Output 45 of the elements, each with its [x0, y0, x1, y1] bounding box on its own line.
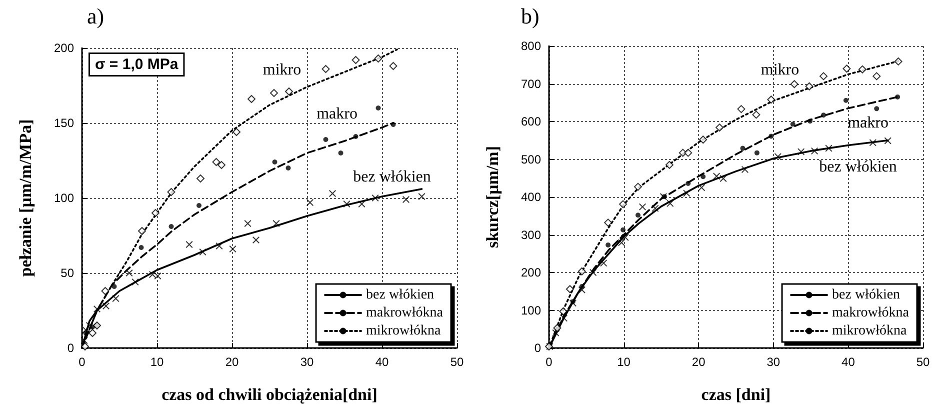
y-tick-label: 200 — [54, 41, 74, 55]
x-tick-label: 20 — [692, 355, 706, 369]
annotation: mikro — [262, 62, 302, 78]
y-tick-label: 400 — [520, 190, 542, 204]
annotation: bez włókien — [819, 158, 897, 176]
y-tick-label: 200 — [520, 266, 542, 280]
annotation: bez włókien — [353, 168, 431, 186]
x-tick-label: 0 — [78, 355, 86, 369]
x-tick-label: 40 — [842, 355, 856, 369]
legend-label: bez włókien — [366, 288, 434, 302]
y-tick-label: 0 — [534, 341, 542, 355]
y-tick-label: 600 — [520, 114, 542, 128]
legend-label: mikrowłókna — [366, 324, 442, 338]
annotation: makro — [848, 114, 888, 132]
x-tick-label: 40 — [375, 355, 389, 369]
x-tick-label: 30 — [300, 355, 314, 369]
x-axis-title: czas od chwili obciążenia[dni] — [162, 385, 378, 404]
y-axis-title: pełzanie [µm/m/MPa] — [16, 119, 35, 277]
y-tick-label: 700 — [520, 76, 542, 91]
y-tick-label: 500 — [520, 152, 542, 166]
y-tick-label: 100 — [520, 303, 542, 318]
x-axis-title: czas [dni] — [701, 385, 771, 404]
y-tick-label: 50 — [60, 266, 74, 280]
x-tick-label: 20 — [225, 355, 239, 369]
x-tick-label: 10 — [150, 355, 164, 369]
y-tick-label: 800 — [520, 39, 542, 53]
legend-label: mikrowłókna — [832, 324, 908, 338]
y-tick-label: 100 — [54, 191, 74, 205]
legend-label: makrowłókna — [366, 306, 444, 320]
x-tick-label: 0 — [546, 355, 553, 369]
y-tick-label: 150 — [54, 116, 74, 130]
x-tick-label: 50 — [916, 355, 930, 369]
legend-label: makrowłókna — [832, 306, 910, 320]
x-tick-label: 30 — [766, 355, 780, 369]
legend-label: bez włókien — [832, 288, 900, 302]
annotation: mikro — [760, 62, 800, 78]
annotation: σ = 1,0 MPa — [95, 56, 179, 73]
annotation: makro — [316, 106, 358, 122]
x-tick-label: 10 — [617, 355, 631, 369]
y-tick-label: 300 — [520, 228, 542, 242]
chart-title: b) — [521, 4, 540, 28]
y-axis-title: skurcz[µm/m] — [483, 146, 502, 248]
y-tick-label: 0 — [67, 341, 74, 355]
chart-title: a) — [87, 4, 104, 28]
x-tick-label: 50 — [450, 355, 464, 369]
